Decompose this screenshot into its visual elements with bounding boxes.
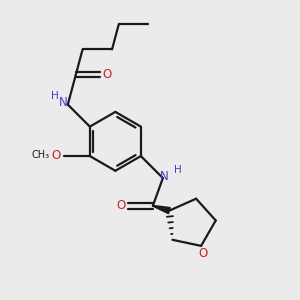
Text: H: H [51,91,58,101]
Polygon shape [153,206,170,214]
Text: O: O [102,68,112,81]
Text: H: H [174,166,181,176]
Text: O: O [198,247,207,260]
Text: O: O [52,148,61,161]
Text: CH₃: CH₃ [31,150,50,160]
Text: O: O [116,199,126,212]
Text: N: N [59,96,68,109]
Text: N: N [160,170,169,183]
